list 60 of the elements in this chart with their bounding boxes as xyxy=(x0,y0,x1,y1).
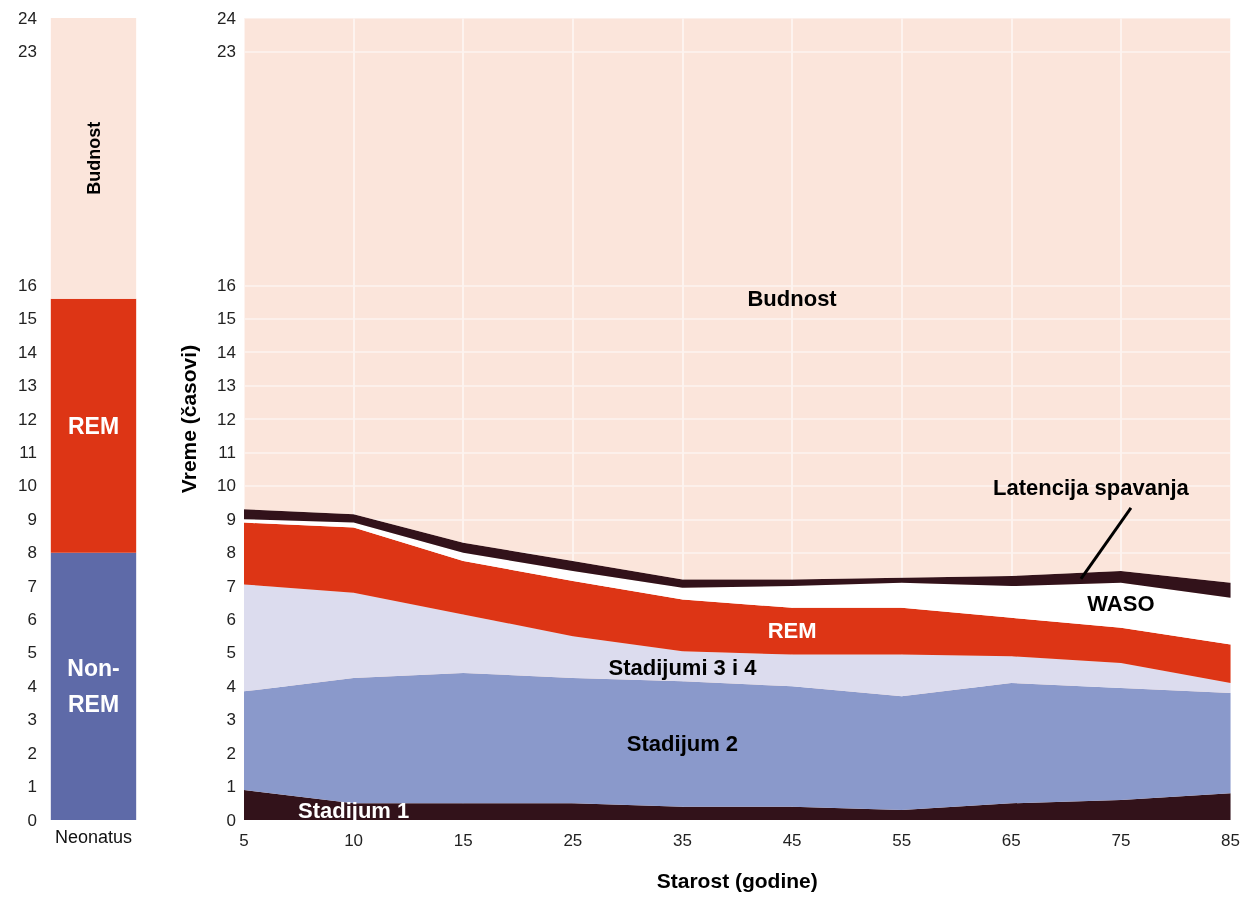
y-tick-label: 24 xyxy=(217,8,236,28)
y-tick-label: 16 xyxy=(18,275,37,295)
x-tick-label: 15 xyxy=(453,831,473,850)
y-tick-label: 4 xyxy=(27,676,37,696)
y-tick-label: 23 xyxy=(18,41,37,61)
x-tick-label: 5 xyxy=(239,831,249,850)
y-tick-label: 23 xyxy=(217,41,236,61)
y-tick-label: 6 xyxy=(226,610,236,629)
y-tick-label: 3 xyxy=(226,710,236,730)
x-tick-label: 25 xyxy=(563,831,583,850)
y-tick-label: 13 xyxy=(217,376,236,396)
y-tick-label: 1 xyxy=(27,777,37,797)
y-tick-label: 11 xyxy=(218,442,236,462)
series-label: REM xyxy=(67,412,120,439)
x-tick-label: 85 xyxy=(1221,831,1241,850)
x-tick-label: 55 xyxy=(892,831,912,850)
y-tick-label: 4 xyxy=(226,676,236,696)
y-tick-label: 10 xyxy=(18,476,37,496)
series-label: Non-REM xyxy=(67,655,120,718)
y-tick-label: 16 xyxy=(217,275,236,295)
y-tick-label: 3 xyxy=(27,710,37,730)
y-tick-label: 12 xyxy=(217,409,236,429)
series-label: Budnost xyxy=(747,286,838,312)
y-tick-label: 24 xyxy=(18,8,37,28)
x-tick-label: 75 xyxy=(1111,831,1131,850)
y-tick-label: 0 xyxy=(226,810,236,830)
y-tick-label: 14 xyxy=(18,342,37,362)
x-axis-title: Starost (godine) xyxy=(656,869,818,892)
series-label: Stadijum 2 xyxy=(626,730,739,756)
series-label: Stadijumi 3 i 4 xyxy=(608,655,758,681)
y-tick-label: 9 xyxy=(27,509,37,529)
y-tick-label: 7 xyxy=(27,576,37,596)
text: Latencija spavanja xyxy=(993,475,1190,501)
y-tick-label: 12 xyxy=(18,409,37,429)
y-tick-label: 8 xyxy=(226,543,236,563)
series-label: REM xyxy=(767,617,817,643)
y-tick-label: 11 xyxy=(19,442,37,462)
y-tick-label: 14 xyxy=(217,342,236,362)
y-tick-label: 15 xyxy=(18,309,37,329)
x-tick-label: 65 xyxy=(1001,831,1021,850)
x-tick-label: 10 xyxy=(344,831,364,850)
x-tick-label: Neonatus xyxy=(54,827,133,847)
y-tick-label: 10 xyxy=(217,476,236,496)
y-axis-title: Vreme (časovi) xyxy=(177,344,200,494)
y-tick-label: 15 xyxy=(217,309,236,329)
x-tick-label: 45 xyxy=(782,831,802,850)
y-tick-label: 6 xyxy=(27,610,37,629)
y-tick-label: 0 xyxy=(27,810,37,830)
series-label: Budnost xyxy=(83,121,104,195)
y-tick-label: 5 xyxy=(27,643,37,663)
y-tick-label: 2 xyxy=(27,743,37,763)
y-tick-label: 9 xyxy=(226,509,236,529)
y-tick-label: 7 xyxy=(226,576,236,596)
x-tick-label: 35 xyxy=(673,831,692,850)
y-tick-label: 8 xyxy=(27,543,37,563)
y-tick-label: 2 xyxy=(226,743,236,763)
y-tick-label: 1 xyxy=(226,777,236,797)
y-tick-label: 5 xyxy=(226,643,236,663)
series-label: WASO xyxy=(1087,591,1155,617)
y-tick-label: 13 xyxy=(18,376,37,396)
